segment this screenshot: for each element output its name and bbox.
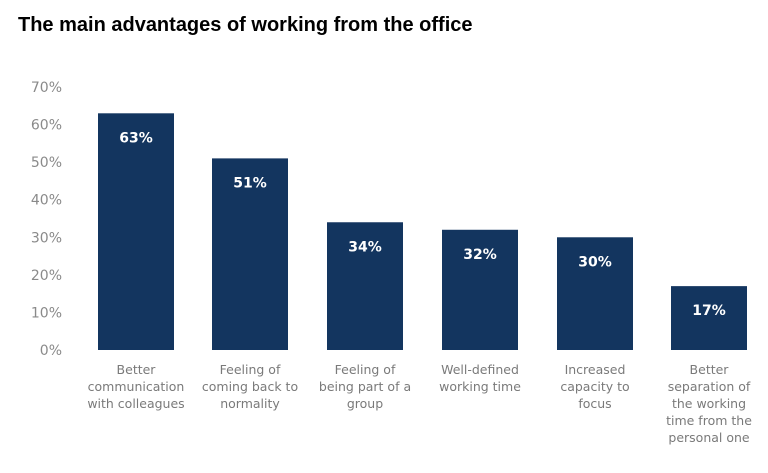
x-tick-label-line: Better bbox=[117, 362, 157, 377]
x-tick-label: Increased capacity to focus bbox=[560, 362, 629, 411]
data-label: 34% bbox=[348, 239, 382, 255]
chart-title: The main advantages of working from the … bbox=[18, 14, 473, 36]
y-tick-label: 70% bbox=[31, 80, 62, 96]
x-tick-label: Better communication with colleagues bbox=[87, 362, 184, 411]
bar bbox=[557, 237, 633, 350]
data-label: 51% bbox=[233, 175, 267, 191]
x-tick-label-line: Increased bbox=[565, 362, 626, 377]
data-label: 30% bbox=[578, 254, 612, 270]
x-tick-label: Well-defined working time bbox=[439, 362, 521, 394]
x-tick-label: Feeling of being part of a group bbox=[319, 362, 411, 411]
bar bbox=[671, 286, 747, 350]
x-tick-label-line: time from the bbox=[666, 413, 752, 428]
x-axis: Better communication with colleagues Feelin… bbox=[87, 362, 752, 445]
x-tick-label-line: capacity to bbox=[560, 379, 629, 394]
data-label: 63% bbox=[119, 130, 153, 146]
y-axis: 0% 10% 20% 30% 40% 50% 60% 70% bbox=[31, 80, 62, 359]
y-tick-label: 40% bbox=[31, 193, 62, 209]
x-tick-label-line: Well-defined bbox=[441, 362, 519, 377]
bar bbox=[98, 113, 174, 350]
y-tick-label: 60% bbox=[31, 118, 62, 134]
y-tick-label: 0% bbox=[40, 343, 62, 359]
x-tick-label-line: personal one bbox=[668, 430, 750, 445]
bar bbox=[442, 229, 518, 350]
bars bbox=[98, 113, 747, 350]
bar bbox=[327, 222, 403, 350]
data-label: 17% bbox=[692, 303, 726, 319]
x-tick-label-line: Feeling of bbox=[335, 362, 396, 377]
y-tick-label: 50% bbox=[31, 155, 62, 171]
x-tick-label: Feeling of coming back to normality bbox=[202, 362, 298, 411]
data-label: 32% bbox=[463, 247, 497, 263]
x-tick-label-line: the working bbox=[672, 396, 746, 411]
x-tick-label-line: working time bbox=[439, 379, 521, 394]
bar bbox=[212, 158, 288, 350]
y-tick-label: 30% bbox=[31, 230, 62, 246]
x-tick-label-line: Better bbox=[690, 362, 730, 377]
x-tick-label-line: focus bbox=[578, 396, 611, 411]
x-tick-label-line: with colleagues bbox=[87, 396, 184, 411]
x-tick-label-line: coming back to bbox=[202, 379, 298, 394]
y-tick-label: 20% bbox=[31, 268, 62, 284]
x-tick-label: Better separation of the working time from … bbox=[666, 362, 752, 445]
data-labels: 63% 51% 34% 32% 30% 17% bbox=[119, 130, 726, 319]
x-tick-label-line: group bbox=[347, 396, 383, 411]
x-tick-label-line: normality bbox=[220, 396, 280, 411]
x-tick-label-line: communication bbox=[88, 379, 185, 394]
x-tick-label-line: Feeling of bbox=[220, 362, 281, 377]
y-tick-label: 10% bbox=[31, 305, 62, 321]
x-tick-label-line: being part of a bbox=[319, 379, 411, 394]
x-tick-label-line: separation of bbox=[668, 379, 751, 394]
